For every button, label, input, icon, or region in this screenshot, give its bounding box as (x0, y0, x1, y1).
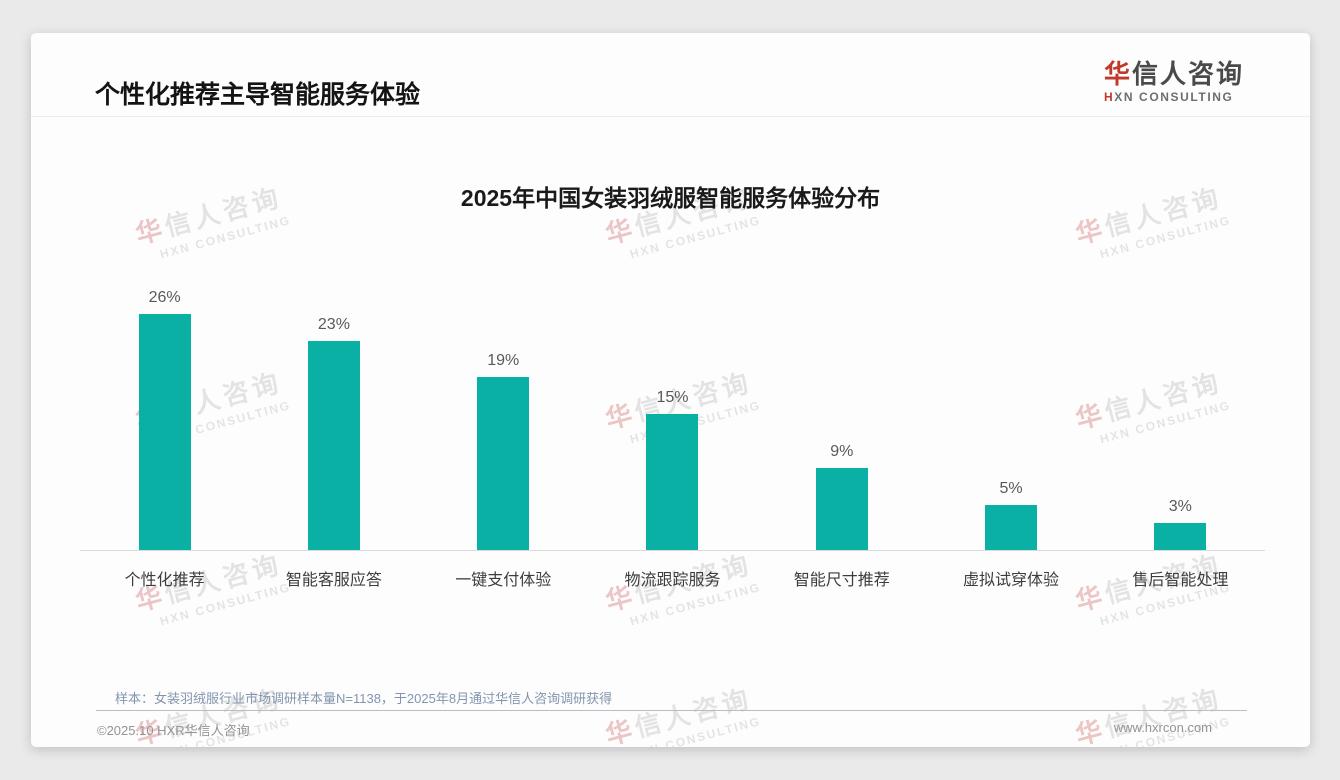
category-label: 个性化推荐 (124, 572, 205, 589)
category-label: 物流跟踪服务 (624, 572, 721, 589)
x-axis-labels: 个性化推荐 智能客服应答 一键支付体验 物流跟踪服务 智能尺寸推荐 虚拟试穿体验 售后智能处… (80, 566, 1265, 590)
bar (307, 341, 360, 550)
footer-divider (96, 710, 1247, 711)
bar (815, 468, 868, 550)
brand-logo-cn: 华信人咨询 (1103, 59, 1244, 89)
category-label: 售后智能处理 (1132, 572, 1229, 589)
category-label: 智能尺寸推荐 (793, 572, 890, 589)
bar (1154, 523, 1207, 550)
bar-value-label: 23% (317, 316, 350, 333)
bar-value-label: 9% (830, 443, 854, 460)
website-url: www.hxrcon.com (1113, 720, 1212, 735)
chart-title: 2025年中国女装羽绒服智能服务体验分布 (460, 185, 881, 211)
bar-value-label: 26% (148, 289, 181, 306)
bar-value-label: 19% (487, 352, 520, 369)
bar-slot: 26% (80, 289, 249, 550)
bar-slot: 19% (419, 352, 588, 550)
bar-slot: 9% (757, 443, 926, 550)
bar-value-label: 3% (1168, 498, 1192, 515)
header: 个性化推荐主导智能服务体验 华信人咨询 HXN CONSULTING (31, 33, 1310, 117)
bar (646, 414, 699, 550)
x-axis-line (80, 550, 1265, 551)
bar-value-label: 5% (999, 480, 1023, 497)
copyright-text: ©2025.10 HXR华信人咨询 (97, 723, 250, 738)
plot-area: 26% 23% 19% 15% 9% 5% 3% (80, 284, 1265, 550)
bar (985, 505, 1038, 550)
page-title: 个性化推荐主导智能服务体验 (95, 81, 421, 109)
bar-slot: 15% (588, 389, 757, 550)
brand-logo-en: HXN CONSULTING (1103, 89, 1234, 104)
category-label: 虚拟试穿体验 (963, 572, 1060, 589)
footer: ©2025.10 HXR华信人咨询 www.hxrcon.com (97, 720, 1212, 739)
category-label: 一键支付体验 (455, 572, 552, 589)
slide-card: 华信人咨询 HXN CONSULTING 华信人咨询 HXN CONSULTING 华信… (31, 33, 1310, 747)
bar-value-label: 15% (656, 389, 689, 406)
sample-footnote: 样本：女装羽绒服行业市场调研样本量N=1138，于2025年8月通过华信人咨询调… (115, 691, 613, 706)
bar-slot: 5% (926, 480, 1095, 550)
bar (477, 377, 530, 550)
bar-slot: 3% (1096, 498, 1265, 550)
brand-logo: 华信人咨询 HXN CONSULTING (1104, 60, 1244, 104)
bar (138, 314, 191, 550)
bar-slot: 23% (249, 316, 418, 550)
category-label: 智能客服应答 (285, 572, 382, 589)
